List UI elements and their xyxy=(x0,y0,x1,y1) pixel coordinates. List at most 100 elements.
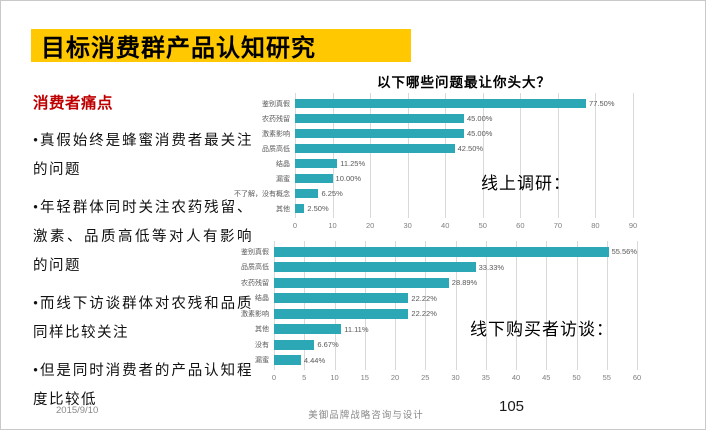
value-label: 77.50% xyxy=(589,99,615,108)
bar xyxy=(295,174,333,183)
category-label: 结晶 xyxy=(276,160,290,168)
footer-page-number: 105 xyxy=(499,398,525,415)
bar-row: 其他 11.11% xyxy=(255,322,637,338)
bar-rows: 鉴别真假 77.50% 农药残留 45.00% 激素影响 45.00% 品质高低 42.50%… xyxy=(234,93,633,218)
slide-title-bar: 目标消费群产品认知研究 xyxy=(31,29,411,62)
slide-title: 目标消费群产品认知研究 xyxy=(41,35,316,62)
axis-tick-label: 30 xyxy=(403,221,412,230)
axis-tick-label: 60 xyxy=(516,221,525,230)
grid-line xyxy=(557,93,559,218)
bar xyxy=(274,339,315,350)
value-label: 33.33% xyxy=(478,262,505,272)
grid-line xyxy=(516,241,517,370)
bar xyxy=(274,277,449,288)
grid-line xyxy=(633,93,634,218)
value-label: 2.50% xyxy=(307,204,329,213)
value-label: 11.25% xyxy=(340,159,366,168)
category-label: 品质高低 xyxy=(262,145,290,153)
axis-tick-label: 25 xyxy=(421,373,430,382)
category-label: 漏蜜 xyxy=(276,175,290,183)
value-label: 6.25% xyxy=(321,189,343,198)
footer-company: 美御品牌战略咨询与设计 xyxy=(308,410,424,421)
bar-row: 农药残留 45.00% xyxy=(262,111,633,126)
grid-line xyxy=(606,241,608,370)
value-label: 22.22% xyxy=(411,309,437,319)
category-label: 鉴别真假 xyxy=(241,248,269,256)
bar xyxy=(295,129,464,138)
value-label: 10.00% xyxy=(335,174,361,183)
plot-area: 鉴别真假 77.50% 农药残留 45.00% 激素影响 45.00% 品质高低 42.50%… xyxy=(234,93,634,218)
grid-line xyxy=(332,93,334,218)
value-label: 28.89% xyxy=(451,278,478,288)
grid-line xyxy=(364,241,366,370)
axis-tick-label: 35 xyxy=(481,373,490,382)
bar xyxy=(295,114,464,123)
grid-line xyxy=(576,241,578,370)
axis-tick-label: 20 xyxy=(365,221,375,230)
grid-line xyxy=(485,241,487,370)
grid-line xyxy=(445,93,447,218)
category-label: 激素影响 xyxy=(241,310,269,318)
axis-tick-label: 45 xyxy=(542,373,551,382)
axis-tick-label: 70 xyxy=(553,221,563,230)
category-label: 没有 xyxy=(255,341,269,349)
grid-line xyxy=(295,93,296,218)
online-survey-chart: 以下哪些问题最让你头大？ 鉴别真假 77.50% 农药残留 45.00% 激素影响 45.… xyxy=(234,75,637,233)
bar-row: 漏蜜 4.44% xyxy=(255,353,637,369)
offline-interview-chart: 鉴别真假 55.56% 品质高低 33.33% 农药残留 28.89% 结晶 22.22% 激素… xyxy=(241,241,641,385)
axis-tick-label: 30 xyxy=(451,373,460,382)
grid-line xyxy=(482,93,484,218)
bar xyxy=(295,144,455,153)
grid-line xyxy=(520,93,522,218)
axis-tick-label: 15 xyxy=(360,373,369,382)
value-label: 45.00% xyxy=(467,114,493,123)
bar xyxy=(295,99,587,108)
grid-line xyxy=(546,241,548,370)
value-label: 55.56% xyxy=(611,247,637,257)
pain-points-panel: 消费者痛点 •真假始终是蜂蜜消费者最关注的问题 •年轻群体同时关注农药残留、激素、… xyxy=(33,91,253,424)
grid-line xyxy=(407,93,409,218)
offline-interview-label: 线下购买者访谈： xyxy=(470,320,614,339)
axis-tick-label: 5 xyxy=(302,373,307,382)
bar-row: 激素影响 22.22% xyxy=(241,306,637,322)
value-label: 6.67% xyxy=(317,340,339,350)
bar-row: 鉴别真假 55.56% xyxy=(241,244,637,260)
bar xyxy=(274,262,476,273)
axis-tick-label: 55 xyxy=(602,373,611,382)
bar-row: 品质高低 33.33% xyxy=(241,260,637,276)
bar-row: 不了解，没有概念 6.25% xyxy=(234,186,633,201)
category-label: 品质高低 xyxy=(241,264,269,272)
footer-date: 2015/9/10 xyxy=(56,405,99,416)
bar xyxy=(274,246,609,257)
x-axis: 0 5 10 15 20 25 30 35 40 45 50 55 60 xyxy=(272,373,641,385)
axis-tick-label: 50 xyxy=(572,373,581,382)
axis-tick-label: 0 xyxy=(292,221,298,230)
bar-row: 结晶 11.25% xyxy=(276,156,633,171)
pain-points-list: •真假始终是蜂蜜消费者最关注的问题 •年轻群体同时关注农药残留、激素、品质高低等对… xyxy=(33,127,253,415)
category-label: 漏蜜 xyxy=(255,357,269,365)
bar-row: 农药残留 28.89% xyxy=(241,275,637,291)
bar xyxy=(295,159,338,168)
grid-line xyxy=(425,241,427,370)
bar xyxy=(295,189,319,198)
bar-row: 品质高低 42.50% xyxy=(262,141,633,156)
gridlines xyxy=(274,241,638,370)
category-label: 不了解，没有概念 xyxy=(234,190,290,198)
axis-tick-label: 40 xyxy=(441,221,450,230)
bar-row: 没有 6.67% xyxy=(255,337,637,353)
category-label: 农药残留 xyxy=(262,115,290,123)
bar xyxy=(274,355,301,366)
value-label: 4.44% xyxy=(303,355,326,365)
bullet-item: •年轻群体同时关注农药残留、激素、品质高低等对人有影响的问题 xyxy=(33,200,253,274)
bar-row: 漏蜜 10.00% xyxy=(276,171,633,186)
category-label: 其他 xyxy=(255,326,269,334)
category-label: 农药残留 xyxy=(241,279,269,287)
bar-rows: 鉴别真假 55.56% 品质高低 33.33% 农药残留 28.89% 结晶 22.22% 激素… xyxy=(241,241,637,370)
category-label: 鉴别真假 xyxy=(262,100,290,108)
value-label: 42.50% xyxy=(457,144,484,153)
grid-line xyxy=(455,241,457,370)
chart-title: 以下哪些问题最让你头大？ xyxy=(377,75,551,90)
x-axis: 0 10 20 30 40 50 60 70 80 90 xyxy=(292,221,637,233)
pain-points-heading: 消费者痛点 xyxy=(33,95,114,112)
